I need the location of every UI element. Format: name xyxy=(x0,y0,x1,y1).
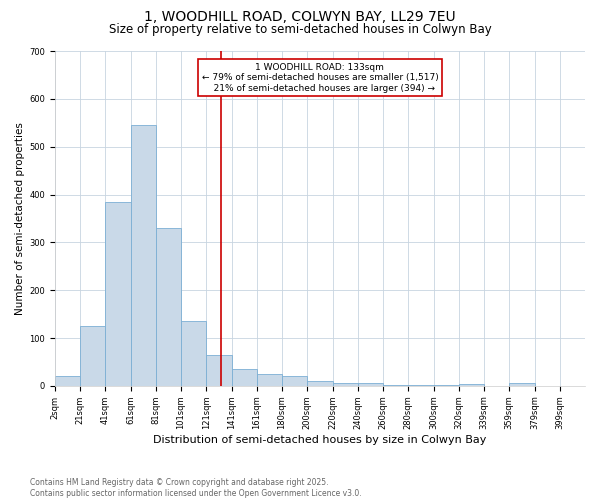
Bar xyxy=(509,384,535,386)
Bar xyxy=(282,376,307,386)
Bar xyxy=(232,369,257,386)
Text: Size of property relative to semi-detached houses in Colwyn Bay: Size of property relative to semi-detach… xyxy=(109,22,491,36)
Bar xyxy=(80,326,105,386)
Bar xyxy=(181,322,206,386)
Bar xyxy=(307,381,332,386)
Bar xyxy=(156,228,181,386)
Bar xyxy=(55,376,80,386)
Y-axis label: Number of semi-detached properties: Number of semi-detached properties xyxy=(15,122,25,315)
Bar xyxy=(358,384,383,386)
Text: 1 WOODHILL ROAD: 133sqm
← 79% of semi-detached houses are smaller (1,517)
   21%: 1 WOODHILL ROAD: 133sqm ← 79% of semi-de… xyxy=(202,62,438,92)
Bar xyxy=(408,385,434,386)
X-axis label: Distribution of semi-detached houses by size in Colwyn Bay: Distribution of semi-detached houses by … xyxy=(153,435,487,445)
Bar xyxy=(105,202,131,386)
Bar xyxy=(257,374,282,386)
Text: 1, WOODHILL ROAD, COLWYN BAY, LL29 7EU: 1, WOODHILL ROAD, COLWYN BAY, LL29 7EU xyxy=(144,10,456,24)
Bar xyxy=(383,385,408,386)
Text: Contains HM Land Registry data © Crown copyright and database right 2025.
Contai: Contains HM Land Registry data © Crown c… xyxy=(30,478,362,498)
Bar xyxy=(459,384,484,386)
Bar xyxy=(131,125,156,386)
Bar xyxy=(332,384,358,386)
Bar xyxy=(206,355,232,386)
